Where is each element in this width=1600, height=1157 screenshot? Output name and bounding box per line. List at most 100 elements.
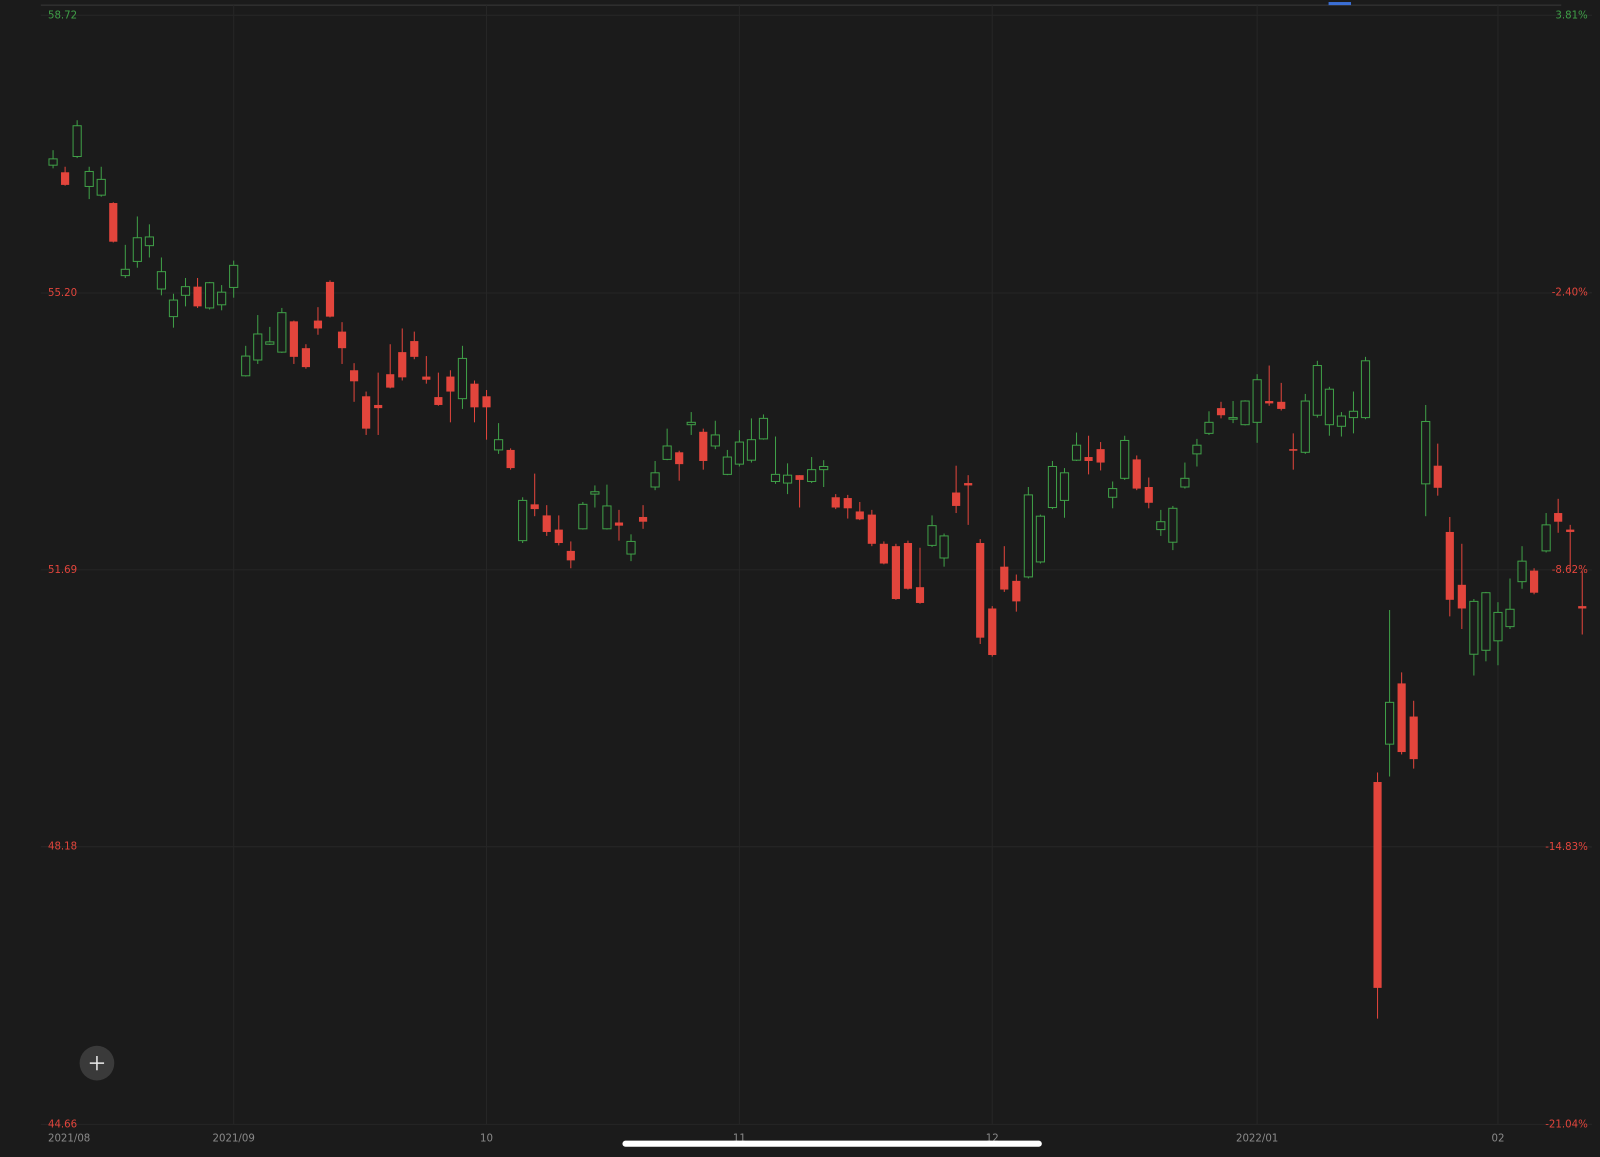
candle-body <box>1265 401 1274 404</box>
candle-body <box>1360 360 1371 419</box>
candle-body <box>180 286 191 296</box>
candle-body <box>518 499 528 542</box>
y2-tick-label: -14.83% <box>1545 842 1588 853</box>
candle-body <box>530 504 539 510</box>
candle-body <box>48 158 58 166</box>
candle-body <box>1566 529 1575 532</box>
candle-body <box>265 341 275 345</box>
candle-body <box>470 383 479 408</box>
candle-body <box>84 170 94 187</box>
candle-body <box>1096 449 1105 463</box>
candle-body <box>193 286 202 307</box>
candle-body <box>204 282 215 309</box>
x-tick-label: 2021/09 <box>213 1134 255 1145</box>
x-tick-label: 02 <box>1491 1134 1504 1145</box>
candle-body <box>1071 444 1082 461</box>
candle-body <box>61 172 70 185</box>
candle-body <box>241 355 251 377</box>
candle-body <box>734 441 744 465</box>
candle-body <box>1373 782 1382 988</box>
candle-body <box>1180 477 1190 488</box>
x-tick-label: 10 <box>480 1134 493 1145</box>
candle-body <box>1240 400 1250 426</box>
candle-body <box>325 281 335 317</box>
candle-body <box>867 514 876 544</box>
candle-body <box>1457 584 1466 609</box>
x-tick-label: 11 <box>733 1134 746 1145</box>
candle-body <box>554 529 563 544</box>
candle-body <box>1192 444 1202 455</box>
candle-body <box>1216 408 1226 416</box>
candle-body <box>1084 457 1093 461</box>
candle-body <box>675 452 684 465</box>
candle-body <box>1469 600 1479 655</box>
home-indicator <box>622 1140 1042 1147</box>
candle-body <box>350 370 359 382</box>
candle-body <box>1012 580 1021 602</box>
candle-body <box>843 498 852 509</box>
candle-body <box>434 397 443 405</box>
candle-body <box>819 465 829 471</box>
candle-body <box>662 445 672 460</box>
candle-body <box>457 357 468 400</box>
candle-body <box>891 546 900 600</box>
candle-body <box>758 417 769 440</box>
candle-body <box>109 203 118 242</box>
candle-body <box>1204 421 1214 434</box>
candle-body <box>1228 417 1238 420</box>
candle-body <box>542 515 551 532</box>
candle-body <box>1108 488 1118 498</box>
y-tick-label: 55.20 <box>48 288 77 299</box>
candle-body <box>722 456 732 475</box>
candle-body <box>831 497 840 508</box>
y-tick-label: 48.18 <box>48 842 77 853</box>
candle-body <box>72 125 82 158</box>
candle-body <box>1047 465 1058 509</box>
candle-body <box>590 491 600 495</box>
candle-body <box>1144 487 1153 503</box>
plot-area: 58.7255.2051.6948.1844.663.81%-2.40%-8.6… <box>40 5 1592 1145</box>
candle-body <box>1023 494 1033 578</box>
candle-body <box>1289 449 1298 451</box>
candle-body <box>168 299 179 318</box>
candle-body <box>626 540 636 555</box>
candle-body <box>1000 566 1009 590</box>
candle-body <box>386 374 395 388</box>
candle-body <box>313 320 323 329</box>
y-tick-label: 44.66 <box>48 1119 77 1130</box>
candle-body <box>988 608 997 656</box>
add-button[interactable] <box>79 1045 115 1081</box>
scroll-indicator <box>1328 2 1352 6</box>
candle-body <box>650 472 660 488</box>
candle-body <box>952 492 961 506</box>
candle-body <box>493 439 504 451</box>
candle-body <box>1554 513 1563 522</box>
candle-body <box>1493 611 1503 642</box>
candle-body <box>132 237 142 262</box>
candle-body <box>1578 606 1587 609</box>
candle-body <box>362 396 371 429</box>
candle-body <box>1132 459 1141 489</box>
y-tick-label: 58.72 <box>48 10 77 21</box>
candle-body <box>1433 465 1442 488</box>
candle-body <box>337 331 347 349</box>
candle-body <box>976 543 985 638</box>
candle-body <box>1059 472 1070 501</box>
candle-body <box>939 535 949 559</box>
candle-body <box>96 178 106 196</box>
candle-body <box>120 268 130 277</box>
candle-body <box>1530 570 1539 593</box>
candle-body <box>1505 608 1515 628</box>
candle-body <box>229 264 239 288</box>
candle-body <box>422 376 431 380</box>
candle-body <box>879 543 888 564</box>
candle-body <box>1035 515 1045 563</box>
candle-body <box>964 483 973 486</box>
y2-tick-label: 3.81% <box>1555 10 1588 21</box>
candle-body <box>1409 716 1418 760</box>
candle-body <box>915 587 925 603</box>
candle-body <box>1300 400 1310 453</box>
